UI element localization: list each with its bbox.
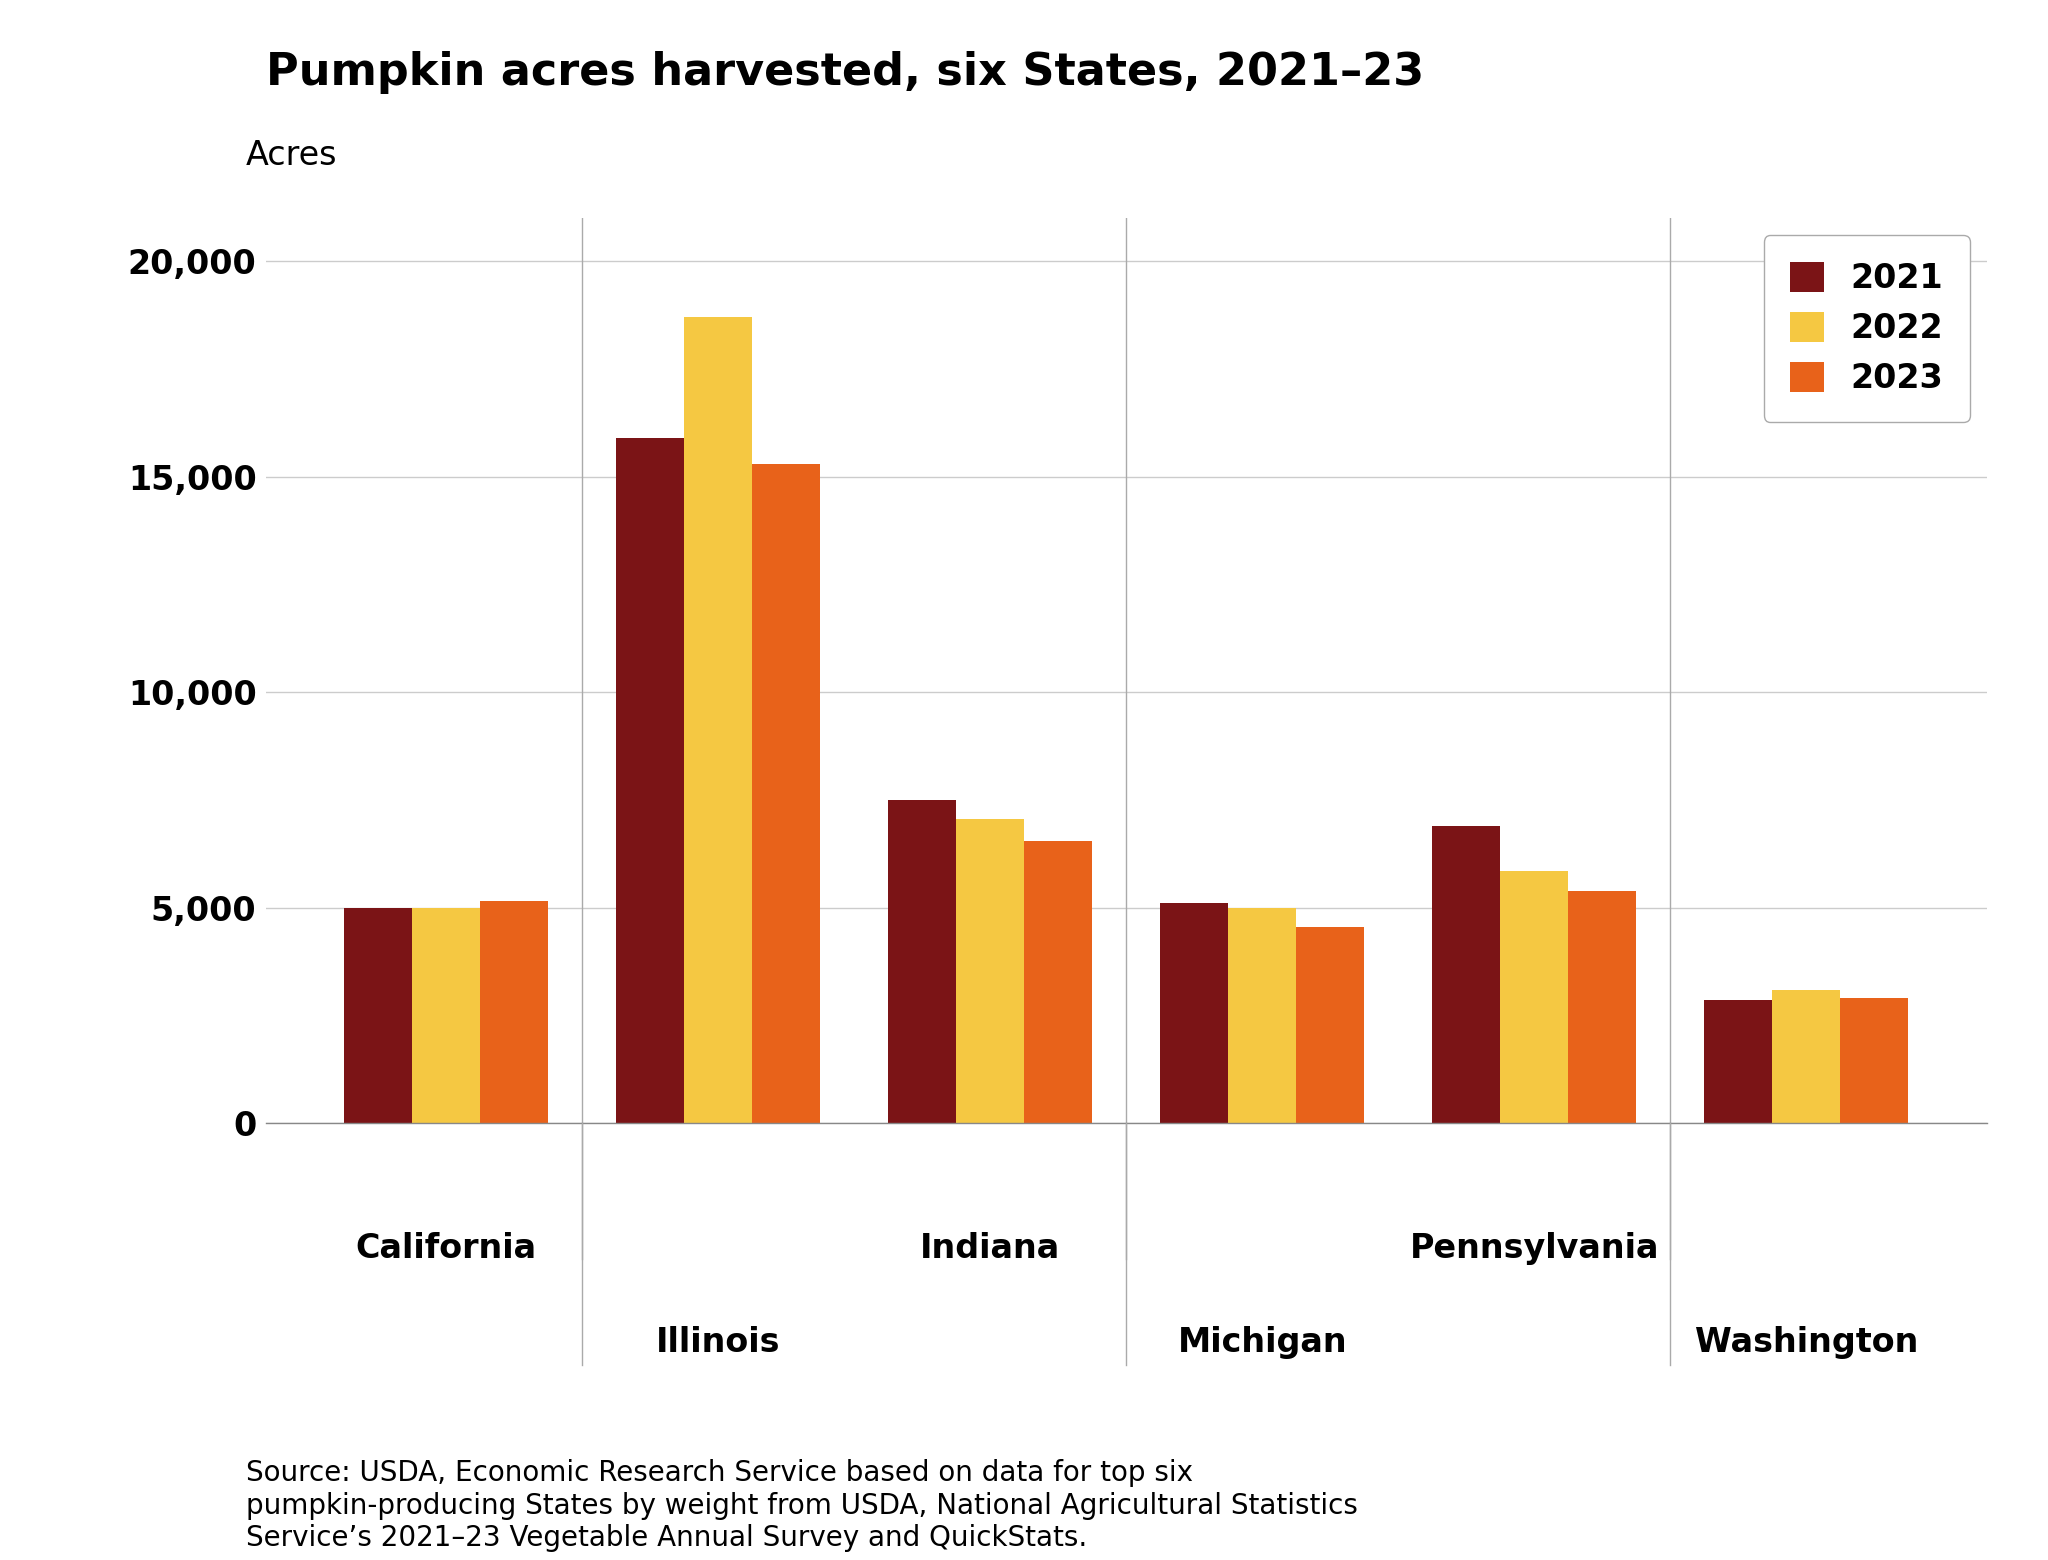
- Text: Pumpkin acres harvested, six States, 2021–23: Pumpkin acres harvested, six States, 202…: [266, 50, 1423, 94]
- Bar: [1501, 870, 1569, 1123]
- Bar: [1569, 891, 1636, 1123]
- Bar: [684, 318, 752, 1123]
- Text: Michigan: Michigan: [1178, 1326, 1348, 1359]
- Bar: [1161, 903, 1229, 1123]
- Bar: [1229, 908, 1296, 1123]
- Text: Illinois: Illinois: [655, 1326, 780, 1359]
- Bar: [344, 908, 412, 1123]
- Bar: [412, 908, 481, 1123]
- Bar: [889, 800, 956, 1123]
- Legend: 2021, 2022, 2023: 2021, 2022, 2023: [1763, 236, 1970, 421]
- Text: Acres: Acres: [246, 139, 338, 172]
- Text: Washington: Washington: [1694, 1326, 1919, 1359]
- Bar: [1704, 1000, 1772, 1123]
- Text: California: California: [356, 1232, 537, 1265]
- Bar: [1296, 927, 1364, 1123]
- Bar: [616, 438, 684, 1123]
- Bar: [481, 902, 549, 1123]
- Bar: [956, 819, 1024, 1123]
- Bar: [1024, 841, 1092, 1123]
- Bar: [752, 463, 821, 1123]
- Bar: [1772, 989, 1841, 1123]
- Bar: [1432, 825, 1501, 1123]
- Text: Pennsylvania: Pennsylvania: [1409, 1232, 1659, 1265]
- Text: Source: USDA, Economic Research Service based on data for top six
pumpkin-produc: Source: USDA, Economic Research Service …: [246, 1460, 1358, 1552]
- Bar: [1841, 998, 1909, 1123]
- Text: Indiana: Indiana: [920, 1232, 1061, 1265]
